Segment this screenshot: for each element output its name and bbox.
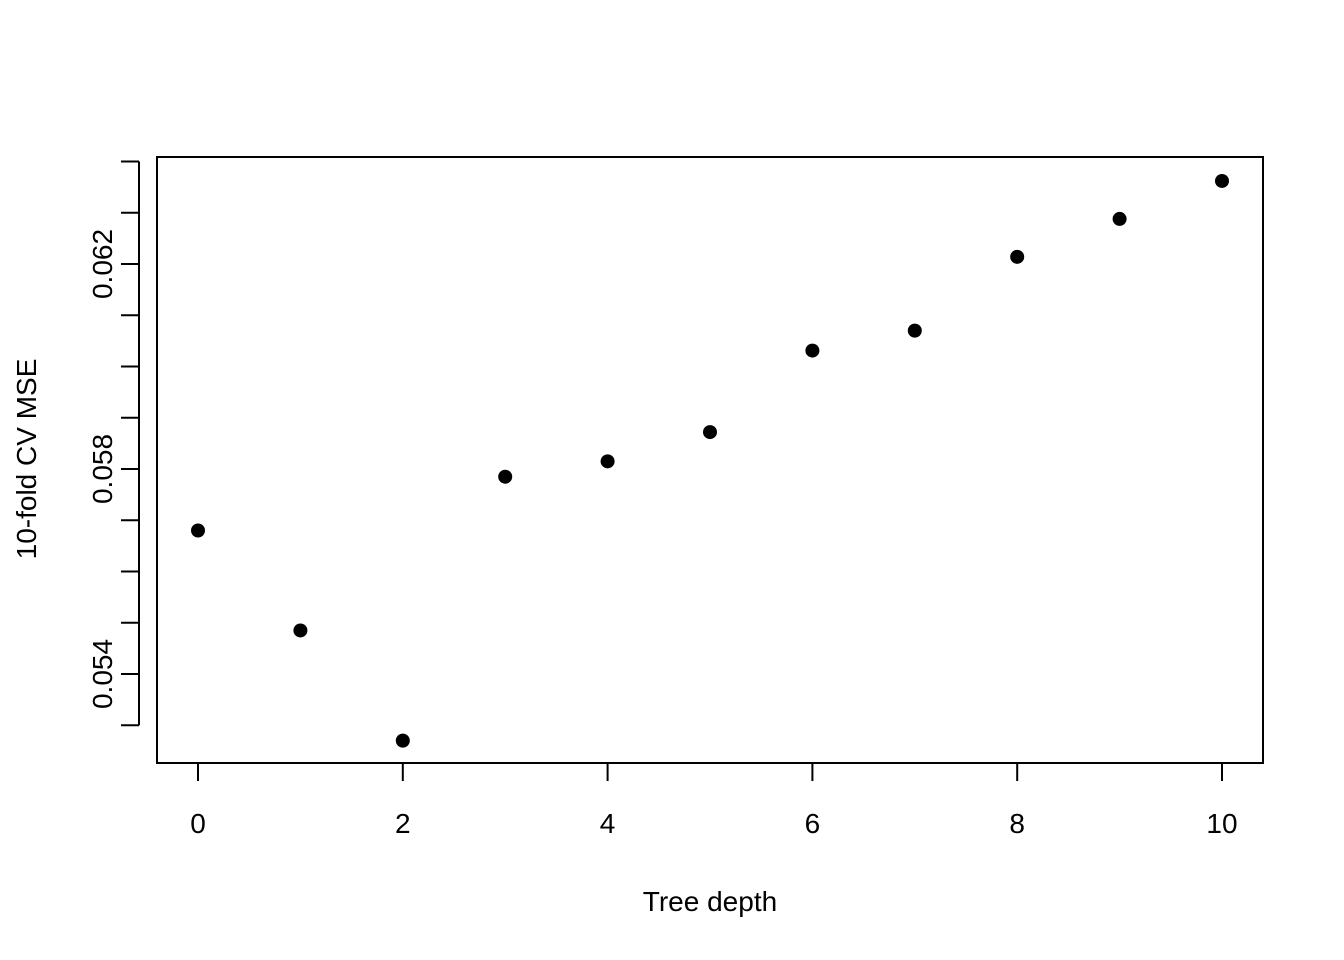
data-points xyxy=(191,173,1229,748)
x-tick-label: 2 xyxy=(395,808,411,839)
x-tick-label: 4 xyxy=(600,808,616,839)
x-tick-label: 6 xyxy=(805,808,821,839)
y-axis-title: 10-fold CV MSE xyxy=(11,359,42,560)
data-point xyxy=(395,733,410,748)
x-axis-title: Tree depth xyxy=(643,886,777,917)
data-point xyxy=(191,523,205,538)
plot-area-box xyxy=(156,156,1264,764)
data-point xyxy=(600,454,615,469)
data-point xyxy=(293,623,308,638)
data-point xyxy=(703,425,717,440)
data-point xyxy=(805,343,820,358)
x-axis: 0 2 4 6 8 10 xyxy=(190,762,1238,839)
x-tick-label: 0 xyxy=(190,808,206,839)
data-point xyxy=(907,323,922,338)
data-point xyxy=(498,469,513,484)
y-tick-label: 0.062 xyxy=(87,229,118,299)
x-tick-label: 8 xyxy=(1009,808,1025,839)
y-tick-label: 0.054 xyxy=(87,639,118,709)
data-point xyxy=(1215,173,1229,188)
y-axis: 0.054 0.058 0.062 xyxy=(87,160,140,727)
data-point xyxy=(1010,249,1025,264)
x-tick-label: 10 xyxy=(1206,808,1237,839)
data-point xyxy=(1112,211,1127,226)
y-tick-label: 0.058 xyxy=(87,434,118,504)
